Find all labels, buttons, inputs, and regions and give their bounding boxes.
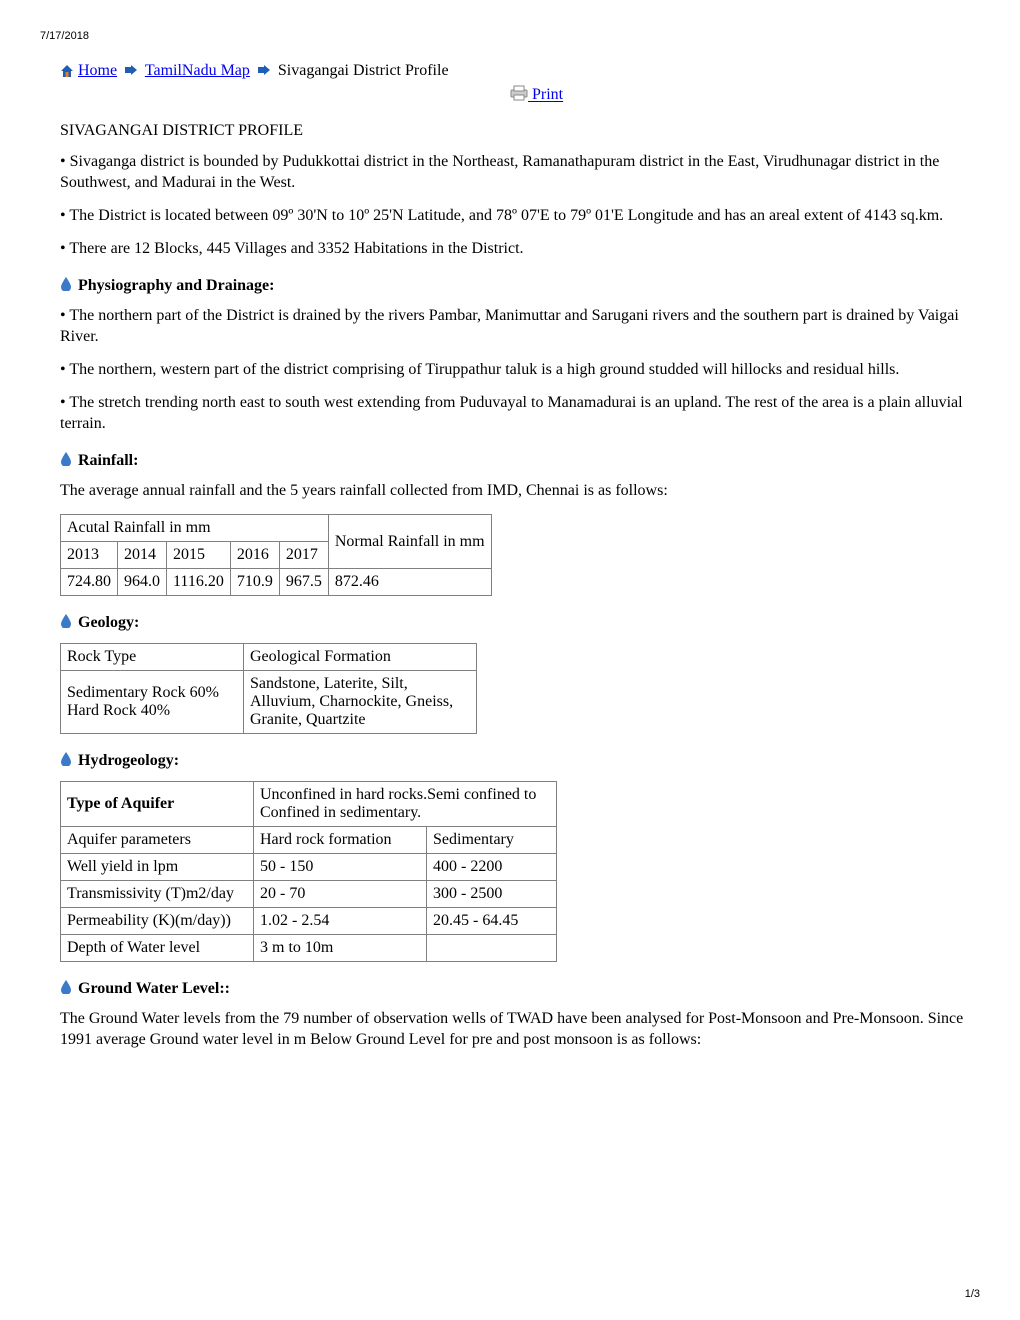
table-cell: Sedimentary (427, 827, 557, 854)
rainfall-table: Acutal Rainfall in mm Normal Rainfall in… (60, 514, 492, 596)
drop-icon (60, 980, 72, 999)
table-cell: 724.80 (61, 569, 118, 596)
physio-p1: • The northern part of the District is d… (60, 306, 980, 348)
table-cell: 1.02 - 2.54 (254, 908, 427, 935)
section-label: Physiography and Drainage: (78, 277, 274, 294)
table-cell: Normal Rainfall in mm (328, 515, 491, 569)
hydrogeology-table: Type of Aquifer Unconfined in hard rocks… (60, 781, 557, 962)
table-cell: 2014 (118, 542, 167, 569)
gwl-p1: The Ground Water levels from the 79 numb… (60, 1009, 980, 1051)
section-label: Geology: (78, 614, 139, 631)
breadcrumb-current: Sivagangai District Profile (278, 62, 449, 79)
table-cell: 300 - 2500 (427, 881, 557, 908)
section-hydrogeology: Hydrogeology: (60, 752, 980, 771)
table-cell: Well yield in lpm (61, 854, 254, 881)
table-cell: 872.46 (328, 569, 491, 596)
table-cell: 20 - 70 (254, 881, 427, 908)
table-cell: Sedimentary Rock 60% Hard Rock 40% (61, 671, 244, 734)
intro-p1: • Sivaganga district is bounded by Puduk… (60, 152, 980, 194)
section-physiography: Physiography and Drainage: (60, 277, 980, 296)
table-cell: Rock Type (61, 644, 244, 671)
home-icon (60, 64, 74, 78)
arrow-icon (258, 62, 270, 80)
print-icon (510, 85, 528, 106)
section-label: Rainfall: (78, 452, 138, 469)
table-cell: 400 - 2200 (427, 854, 557, 881)
table-cell: Sandstone, Laterite, Silt, Alluvium, Cha… (244, 671, 477, 734)
arrow-icon (125, 62, 137, 80)
table-cell: 1116.20 (167, 569, 231, 596)
section-geology: Geology: (60, 614, 980, 633)
table-cell: 3 m to 10m (254, 935, 427, 962)
table-cell: Acutal Rainfall in mm (61, 515, 329, 542)
drop-icon (60, 277, 72, 296)
table-cell (427, 935, 557, 962)
section-label: Hydrogeology: (78, 752, 179, 769)
print-row: Print (510, 85, 980, 106)
physio-p3: • The stretch trending north east to sou… (60, 393, 980, 435)
drop-icon (60, 452, 72, 471)
table-cell: 2015 (167, 542, 231, 569)
table-cell: Depth of Water level (61, 935, 254, 962)
table-cell: 2017 (279, 542, 328, 569)
rainfall-intro: The average annual rainfall and the 5 ye… (60, 481, 980, 502)
table-cell: Transmissivity (T)m2/day (61, 881, 254, 908)
breadcrumb-map-link[interactable]: TamilNadu Map (145, 62, 250, 79)
table-cell: 2013 (61, 542, 118, 569)
table-cell: Permeability (K)(m/day)) (61, 908, 254, 935)
breadcrumb-home-link[interactable]: Home (78, 62, 117, 79)
drop-icon (60, 614, 72, 633)
section-rainfall: Rainfall: (60, 452, 980, 471)
table-cell: Type of Aquifer (67, 795, 174, 812)
table-cell: 964.0 (118, 569, 167, 596)
table-cell: Hard rock formation (254, 827, 427, 854)
table-cell: Aquifer parameters (61, 827, 254, 854)
table-cell: Unconfined in hard rocks.Semi confined t… (254, 782, 557, 827)
date-header: 7/17/2018 (40, 30, 980, 42)
breadcrumb: Home TamilNadu Map Sivagangai District P… (60, 62, 980, 80)
geology-table: Rock Type Geological Formation Sedimenta… (60, 643, 477, 734)
page-title: SIVAGANGAI DISTRICT PROFILE (60, 121, 980, 142)
print-link[interactable]: Print (528, 87, 563, 104)
drop-icon (60, 752, 72, 771)
section-label: Ground Water Level:: (78, 980, 230, 997)
table-cell: 20.45 - 64.45 (427, 908, 557, 935)
table-cell: 2016 (230, 542, 279, 569)
table-cell: 967.5 (279, 569, 328, 596)
intro-p2: • The District is located between 09º 30… (60, 206, 980, 227)
physio-p2: • The northern, western part of the dist… (60, 360, 980, 381)
intro-p3: • There are 12 Blocks, 445 Villages and … (60, 239, 980, 260)
table-cell: Geological Formation (244, 644, 477, 671)
section-gwl: Ground Water Level:: (60, 980, 980, 999)
table-cell: 50 - 150 (254, 854, 427, 881)
table-cell: 710.9 (230, 569, 279, 596)
page-number: 1/3 (965, 1288, 980, 1300)
